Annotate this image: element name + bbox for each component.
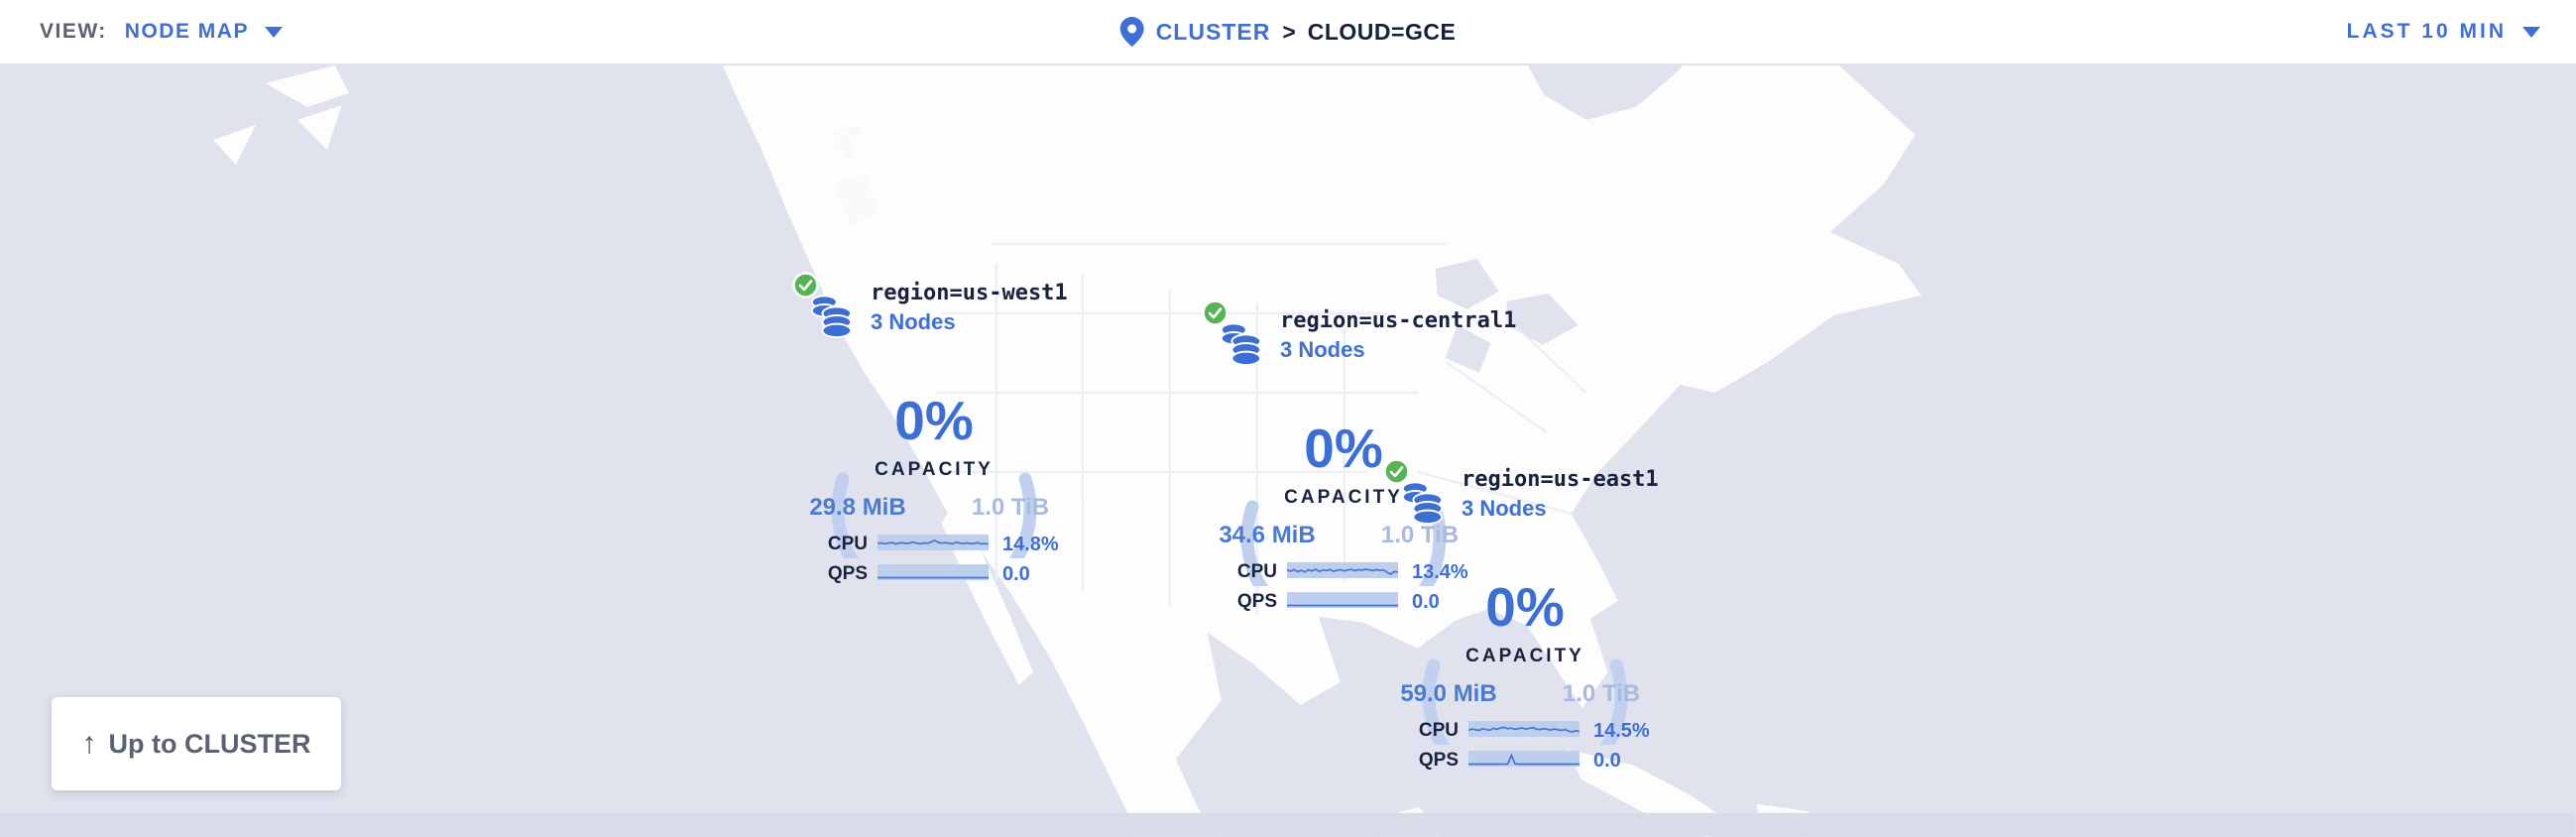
qps-sparkline — [1287, 592, 1398, 608]
up-to-cluster-button[interactable]: ↑ Up to CLUSTER — [52, 697, 341, 790]
top-bar: VIEW: NODE MAP CLUSTER > CLOUD=GCE LAST … — [0, 0, 2576, 65]
view-selector[interactable]: VIEW: NODE MAP — [40, 0, 283, 63]
capacity-used: 29.8 MiB — [809, 494, 906, 521]
capacity-label: CAPACITY — [875, 459, 994, 480]
database-stack-icon — [1220, 322, 1262, 366]
check-circle-icon — [1383, 458, 1410, 485]
qps-value: 0.0 — [1412, 591, 1440, 613]
breadcrumb: CLUSTER > CLOUD=GCE — [1119, 0, 1457, 63]
region-nodes-link[interactable]: 3 Nodes — [1280, 337, 1365, 362]
cpu-label: CPU — [1236, 561, 1277, 582]
capacity-percent: 0% — [1485, 576, 1565, 638]
breadcrumb-cluster-link[interactable]: CLUSTER — [1155, 18, 1271, 45]
region-name: region=us-central1 — [1280, 308, 1517, 333]
capacity-label: CAPACITY — [1284, 487, 1403, 508]
qps-value: 0.0 — [1593, 750, 1621, 772]
capacity-ring — [1422, 658, 1628, 745]
arrow-up-icon: ↑ — [81, 727, 97, 760]
location-pin-icon — [1119, 17, 1144, 47]
breadcrumb-current: CLOUD=GCE — [1307, 18, 1457, 45]
up-to-cluster-label: Up to CLUSTER — [108, 728, 311, 759]
region-marker-labels: region=us-central1 3 Nodes — [1280, 307, 1516, 365]
database-stack-icon — [810, 295, 853, 338]
capacity-used: 59.0 MiB — [1400, 680, 1497, 707]
region-name: region=us-west1 — [871, 281, 1068, 305]
qps-sparkline — [878, 564, 989, 580]
region-nodes-link[interactable]: 3 Nodes — [1462, 496, 1547, 521]
cpu-label: CPU — [827, 534, 868, 554]
breadcrumb-separator: > — [1282, 18, 1296, 45]
capacity-percent: 0% — [1304, 418, 1383, 479]
region-group-us-west1[interactable]: region=us-west1 3 Nodes 0% CAPACITY 29.8… — [756, 265, 1112, 602]
cpu-sparkline — [1468, 721, 1580, 737]
check-circle-icon — [1202, 299, 1229, 326]
capacity-percent: 0% — [894, 390, 974, 451]
capacity-ring — [831, 472, 1037, 558]
region-name: region=us-east1 — [1462, 467, 1659, 492]
region-marker-labels: region=us-east1 3 Nodes — [1462, 466, 1659, 524]
north-america-map — [0, 65, 2576, 837]
chevron-down-icon — [2522, 26, 2540, 38]
qps-label: QPS — [1418, 750, 1459, 771]
region-nodes-link[interactable]: 3 Nodes — [871, 309, 956, 334]
cpu-sparkline — [1287, 562, 1398, 578]
capacity-total: 1.0 TiB — [1562, 680, 1641, 707]
region-group-us-east1[interactable]: region=us-east1 3 Nodes 0% CAPACITY 59.0… — [1347, 451, 1703, 788]
region-group-us-central1[interactable]: region=us-central1 3 Nodes 0% CAPACITY 3… — [1165, 293, 1522, 630]
qps-label: QPS — [1236, 591, 1277, 612]
region-marker-labels: region=us-west1 3 Nodes — [871, 280, 1068, 337]
database-stack-icon — [1401, 481, 1444, 525]
qps-value: 0.0 — [1002, 563, 1030, 585]
view-selected-value: NODE MAP — [124, 20, 249, 43]
qps-sparkline — [1468, 751, 1580, 767]
capacity-total: 1.0 TiB — [1380, 522, 1460, 548]
cpu-value: 14.5% — [1593, 720, 1650, 742]
cpu-sparkline — [878, 535, 989, 550]
capacity-label: CAPACITY — [1465, 646, 1584, 666]
qps-label: QPS — [827, 563, 868, 584]
time-range-selector[interactable]: LAST 10 MIN — [2347, 0, 2540, 63]
cpu-value: 14.8% — [1002, 534, 1059, 555]
cpu-label: CPU — [1418, 720, 1459, 741]
time-range-value: LAST 10 MIN — [2346, 20, 2507, 43]
view-label: VIEW: — [40, 20, 107, 43]
check-circle-icon — [792, 272, 819, 299]
capacity-ring — [1240, 500, 1447, 586]
node-map-canvas: region=us-west1 3 Nodes 0% CAPACITY 29.8… — [0, 65, 2576, 837]
cpu-value: 13.4% — [1412, 561, 1468, 583]
chevron-down-icon — [264, 26, 283, 38]
capacity-total: 1.0 TiB — [971, 494, 1050, 521]
capacity-used: 34.6 MiB — [1219, 522, 1316, 548]
